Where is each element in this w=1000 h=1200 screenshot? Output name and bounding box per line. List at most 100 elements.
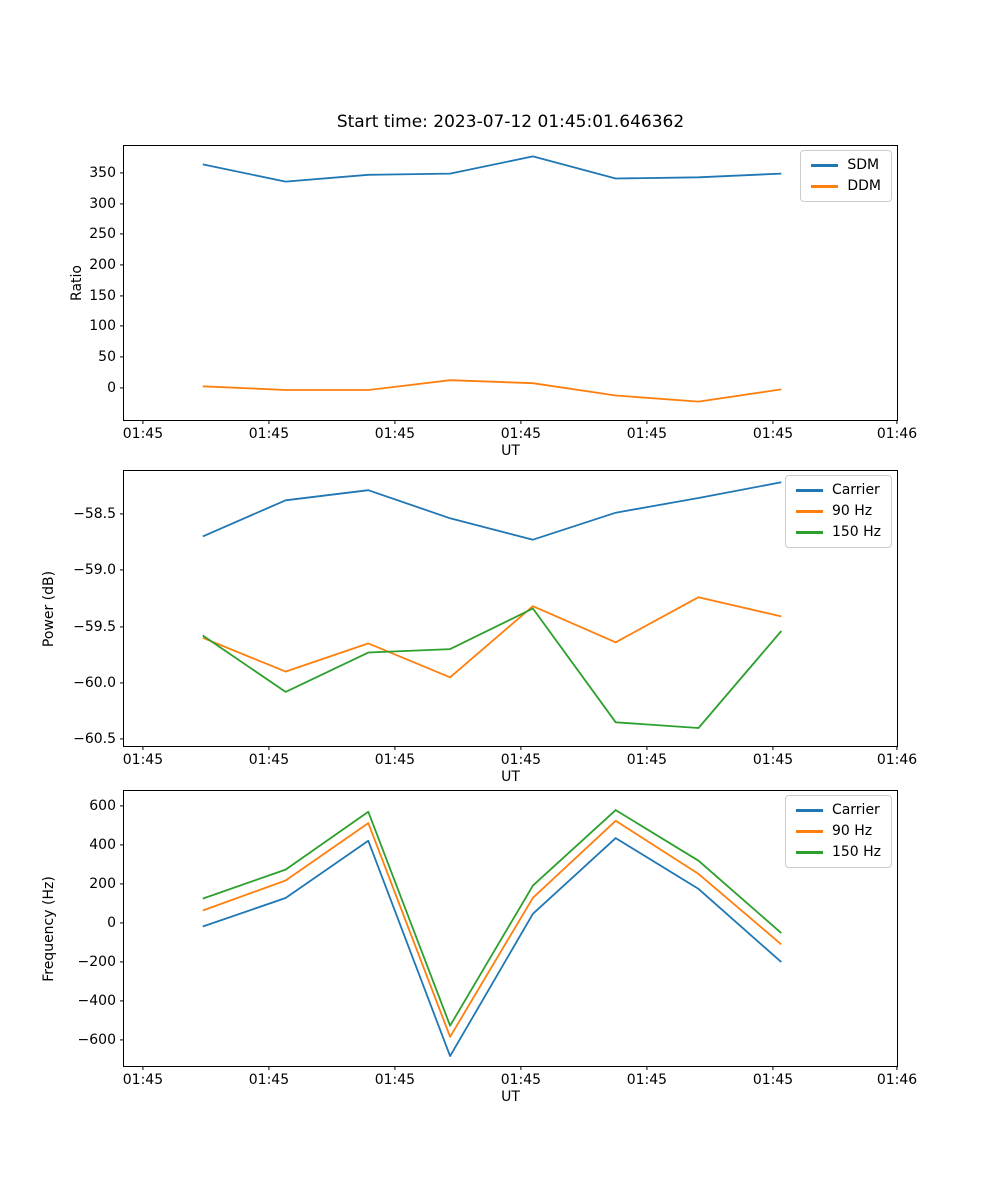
legend-label: SDM (847, 157, 880, 173)
series-line-150-hz (202, 607, 782, 729)
x-tick-label: 01:45 (122, 752, 164, 768)
y-tick-label: −60.5 (73, 731, 116, 748)
series-line-90-hz (202, 819, 782, 1038)
y-tick-mark (120, 805, 124, 807)
x-tick-mark (268, 1066, 270, 1070)
x-tick-label: 01:45 (374, 752, 416, 768)
y-tick-mark (120, 294, 124, 297)
y-tick-mark (120, 883, 124, 885)
x-tick-mark (394, 420, 396, 424)
y-tick-mark (120, 513, 124, 515)
legend-line-sample (795, 510, 823, 513)
x-tick-mark (268, 420, 270, 424)
x-tick-label: 01:45 (374, 1072, 416, 1088)
x-tick-label: 01:45 (122, 426, 164, 442)
x-tick-mark (142, 1066, 144, 1070)
y-axis-label: Ratio (69, 265, 85, 301)
y-tick-label: 600 (89, 797, 116, 814)
x-tick-label: 01:45 (752, 1072, 794, 1088)
legend: Carrier 90 Hz 150 Hz (784, 795, 892, 868)
y-tick-label: 350 (89, 164, 116, 181)
y-axis-label: Frequency (Hz) (41, 875, 57, 982)
y-tick-label: −400 (77, 992, 116, 1009)
y-tick-label: −60.0 (73, 674, 116, 691)
y-tick-mark (120, 625, 124, 628)
y-tick-label: 50 (98, 348, 116, 365)
plot-area (202, 155, 782, 403)
y-tick-label: −59.5 (73, 618, 116, 635)
x-tick-mark (520, 746, 522, 750)
legend-line-sample (795, 851, 823, 854)
x-tick-mark (772, 420, 774, 424)
x-axis-label: UT (501, 443, 520, 459)
legend-item: 150 Hz (795, 523, 881, 542)
x-tick-mark (142, 746, 144, 750)
legend-label: 90 Hz (831, 823, 873, 839)
y-tick-label: 0 (107, 379, 116, 396)
x-tick-mark (142, 420, 144, 424)
legend-label: DDM (847, 178, 881, 194)
subplot-power: Power (dB) UT Carrier 90 Hz 150 Hz −58.5 −5… (41, 470, 917, 785)
x-axis-label: UT (501, 769, 520, 785)
x-tick-mark (772, 746, 774, 750)
y-tick-label: 250 (89, 226, 116, 243)
legend: Carrier 90 Hz 150 Hz (784, 475, 892, 548)
x-tick-label: 01:45 (500, 426, 542, 442)
x-tick-mark (646, 420, 648, 424)
legend-line-sample (811, 185, 839, 188)
x-tick-label: 01:45 (500, 752, 542, 768)
x-tick-mark (520, 1066, 522, 1070)
y-tick-mark (120, 233, 124, 235)
series-line-sdm (202, 155, 782, 183)
x-tick-label: 01:46 (876, 426, 918, 442)
x-axis-label: UT (501, 1089, 520, 1105)
legend-item: 150 Hz (795, 843, 881, 862)
y-tick-mark (120, 172, 124, 174)
x-tick-mark (896, 746, 898, 750)
legend-label: Carrier (831, 482, 880, 498)
y-tick-mark (120, 922, 124, 924)
legend-line-sample (795, 809, 823, 812)
plot-area (202, 481, 782, 729)
x-tick-label: 01:45 (752, 752, 794, 768)
y-tick-mark (120, 844, 124, 846)
legend-label: 150 Hz (831, 844, 881, 860)
y-tick-mark (120, 738, 124, 740)
x-tick-label: 01:45 (248, 1072, 290, 1088)
x-tick-label: 01:45 (374, 426, 416, 442)
legend-item: 90 Hz (795, 822, 881, 841)
legend-item: SDM (811, 156, 881, 175)
legend-item: Carrier (795, 801, 881, 820)
y-tick-mark (120, 1038, 124, 1041)
y-tick-mark (120, 961, 124, 963)
x-tick-label: 01:45 (122, 1072, 164, 1088)
y-tick-mark (120, 682, 124, 684)
y-tick-mark (120, 203, 124, 205)
series-line-90-hz (202, 596, 782, 679)
y-tick-label: −200 (77, 953, 116, 970)
y-tick-label: −59.0 (73, 562, 116, 579)
x-tick-label: 01:45 (626, 752, 668, 768)
series-line-150-hz (202, 809, 782, 1027)
legend-label: Carrier (831, 802, 880, 818)
subplot-frequency: Frequency (Hz) UT Carrier 90 Hz 150 Hz 600… (41, 790, 917, 1105)
y-tick-label: −600 (77, 1031, 116, 1048)
legend-label: 150 Hz (831, 524, 881, 540)
y-tick-label: 200 (89, 875, 116, 892)
x-tick-label: 01:45 (500, 1072, 542, 1088)
legend-item: DDM (811, 177, 881, 196)
y-tick-label: 150 (89, 287, 116, 304)
y-tick-mark (120, 356, 124, 358)
y-tick-mark (120, 325, 124, 327)
x-tick-label: 01:45 (248, 752, 290, 768)
x-tick-label: 01:45 (626, 426, 668, 442)
y-tick-label: 200 (89, 256, 116, 273)
x-tick-label: 01:45 (248, 426, 290, 442)
series-line-carrier (202, 837, 782, 1058)
legend-line-sample (811, 164, 839, 167)
legend-item: 90 Hz (795, 502, 881, 521)
y-tick-mark (120, 264, 124, 266)
subplot-ratio: Ratio UT SDM DDM 0 50 100 150 200 250 300 350 01:… (69, 145, 917, 459)
x-tick-mark (394, 746, 396, 750)
